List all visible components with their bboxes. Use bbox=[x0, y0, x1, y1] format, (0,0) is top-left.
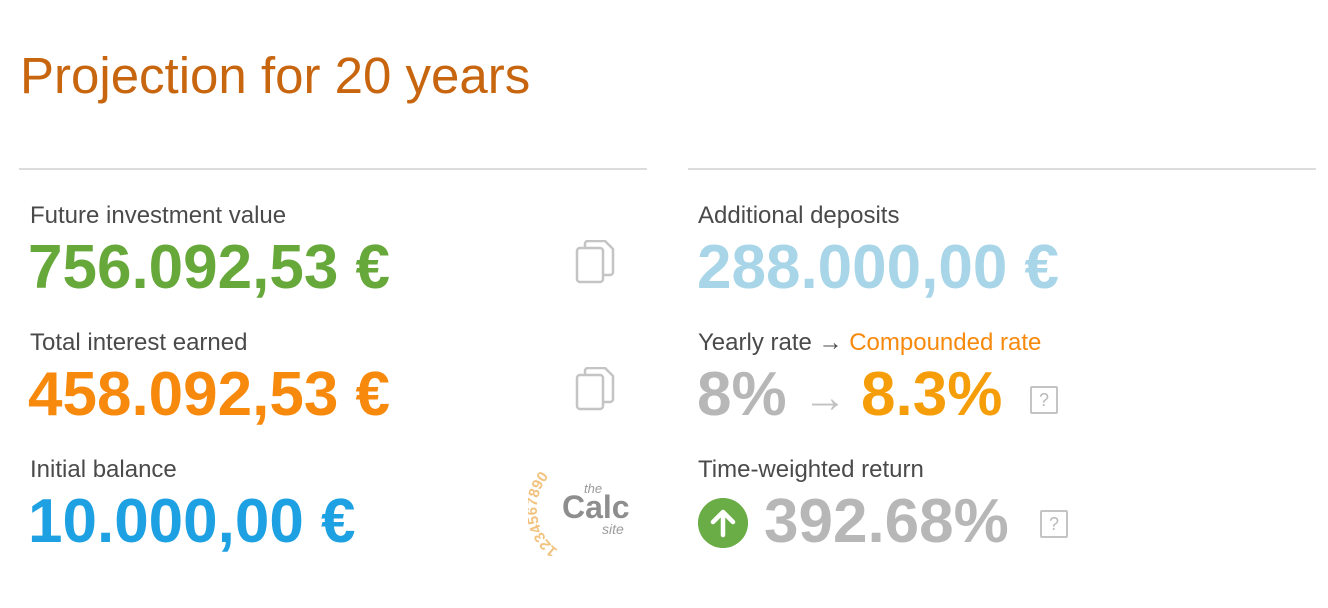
copy-future-value-icon[interactable] bbox=[575, 240, 615, 286]
initial-balance-label: Initial balance bbox=[30, 456, 177, 483]
logo-word-the: the bbox=[584, 481, 602, 496]
logo-digits: 1234567890 bbox=[528, 469, 561, 561]
interest-label: Total interest earned bbox=[30, 329, 248, 356]
compounded-rate-value: 8.3% bbox=[861, 360, 1003, 429]
arrow-up-circle-icon bbox=[698, 498, 748, 548]
rate-label-arrow: → bbox=[818, 329, 843, 356]
logo-word-calc: Calc bbox=[562, 489, 630, 525]
future-value-label: Future investment value bbox=[30, 202, 287, 229]
twr-value: 392.68% bbox=[764, 487, 1009, 556]
deposits-amount: 288.000,00 € bbox=[697, 233, 1060, 302]
future-value-amount: 756.092,53 € bbox=[28, 233, 391, 302]
yearly-rate-value: 8% bbox=[697, 360, 787, 429]
deposits-label: Additional deposits bbox=[698, 202, 900, 229]
divider-right bbox=[688, 168, 1316, 170]
rate-label-yearly: Yearly rate bbox=[698, 329, 812, 356]
logo-word-site: site bbox=[602, 521, 624, 537]
rate-label-compounded: Compounded rate bbox=[849, 329, 1042, 356]
divider-left bbox=[19, 168, 647, 170]
the-calc-site-logo: 1234567890 the Calc site bbox=[528, 469, 630, 561]
page-title: Projection for 20 years bbox=[20, 47, 531, 104]
interest-amount: 458.092,53 € bbox=[28, 360, 391, 429]
rate-label: Yearly rate → Compounded rate bbox=[698, 329, 1041, 357]
copy-interest-icon[interactable] bbox=[575, 367, 615, 413]
twr-help-icon[interactable]: ? bbox=[1040, 510, 1068, 538]
svg-text:1234567890: 1234567890 bbox=[528, 469, 561, 561]
initial-balance-amount: 10.000,00 € bbox=[28, 487, 356, 556]
rate-help-icon[interactable]: ? bbox=[1030, 386, 1058, 414]
arrow-right-icon: → bbox=[803, 373, 847, 422]
twr-label: Time-weighted return bbox=[698, 456, 924, 483]
